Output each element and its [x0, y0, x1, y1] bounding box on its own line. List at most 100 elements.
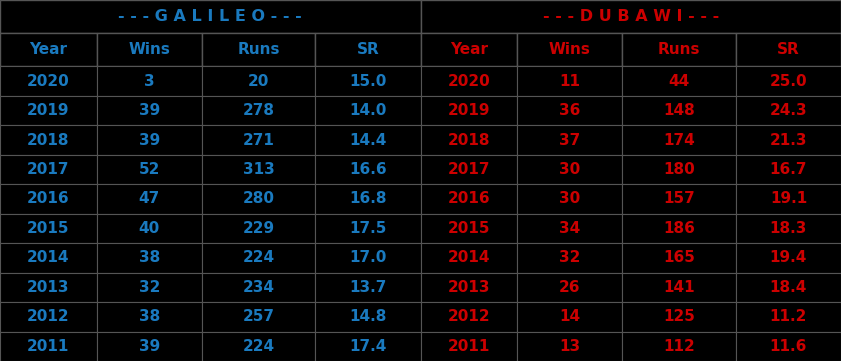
Text: 157: 157 [664, 191, 695, 206]
Bar [315, 33, 420, 66]
Bar [0, 33, 97, 66]
Text: 2015: 2015 [27, 221, 70, 236]
Text: Runs: Runs [237, 42, 280, 57]
Bar [0, 155, 97, 184]
Text: 13.7: 13.7 [349, 280, 387, 295]
Text: 234: 234 [242, 280, 275, 295]
Text: 39: 39 [139, 339, 160, 354]
Text: 18.4: 18.4 [770, 280, 807, 295]
Text: 174: 174 [664, 132, 695, 148]
Text: 2017: 2017 [447, 162, 490, 177]
Bar [97, 125, 202, 155]
Text: SR: SR [777, 42, 800, 57]
Bar [420, 302, 517, 331]
Bar [0, 302, 97, 331]
Bar [202, 96, 315, 125]
Bar [622, 155, 736, 184]
Bar [517, 66, 622, 96]
Text: 2018: 2018 [447, 132, 490, 148]
Text: 16.6: 16.6 [349, 162, 387, 177]
Text: 47: 47 [139, 191, 160, 206]
Bar [97, 331, 202, 361]
Text: - - - D U B A W I - - -: - - - D U B A W I - - - [542, 9, 719, 24]
Text: 2011: 2011 [27, 339, 70, 354]
Text: 16.7: 16.7 [770, 162, 807, 177]
Text: 2015: 2015 [447, 221, 490, 236]
Bar [622, 331, 736, 361]
Text: 2012: 2012 [27, 309, 70, 324]
Bar [315, 125, 420, 155]
Bar [420, 125, 517, 155]
Bar [420, 66, 517, 96]
Bar [97, 214, 202, 243]
Bar [315, 302, 420, 331]
Text: 14.0: 14.0 [349, 103, 387, 118]
Text: 3: 3 [144, 74, 155, 89]
Text: Runs: Runs [658, 42, 701, 57]
Bar [736, 214, 841, 243]
Bar [420, 33, 517, 66]
Bar [202, 302, 315, 331]
Text: 2020: 2020 [27, 74, 70, 89]
Text: 125: 125 [664, 309, 695, 324]
Bar [202, 155, 315, 184]
Text: 2011: 2011 [447, 339, 490, 354]
Bar [202, 273, 315, 302]
Bar [97, 33, 202, 66]
Bar [517, 214, 622, 243]
Text: 15.0: 15.0 [349, 74, 387, 89]
Bar [736, 273, 841, 302]
Text: 40: 40 [139, 221, 160, 236]
Bar [517, 155, 622, 184]
Text: 2014: 2014 [27, 251, 70, 265]
Text: 186: 186 [664, 221, 695, 236]
Text: 11.2: 11.2 [770, 309, 807, 324]
Bar [315, 331, 420, 361]
Bar [0, 66, 97, 96]
Text: 14.8: 14.8 [349, 309, 387, 324]
Bar [202, 33, 315, 66]
Text: 2019: 2019 [27, 103, 70, 118]
Bar [420, 243, 517, 273]
Bar [0, 0, 420, 33]
Bar [517, 184, 622, 214]
Bar [622, 125, 736, 155]
Text: Year: Year [450, 42, 488, 57]
Bar [202, 243, 315, 273]
Text: 13: 13 [559, 339, 580, 354]
Bar [622, 273, 736, 302]
Bar [622, 66, 736, 96]
Bar [420, 331, 517, 361]
Bar [736, 243, 841, 273]
Bar [97, 302, 202, 331]
Bar [420, 214, 517, 243]
Text: 229: 229 [242, 221, 275, 236]
Bar [420, 184, 517, 214]
Text: 30: 30 [559, 162, 580, 177]
Bar [517, 96, 622, 125]
Bar [736, 184, 841, 214]
Text: 39: 39 [139, 103, 160, 118]
Bar [420, 155, 517, 184]
Bar [517, 33, 622, 66]
Bar [202, 66, 315, 96]
Bar [0, 243, 97, 273]
Bar [97, 155, 202, 184]
Text: 38: 38 [139, 309, 160, 324]
Bar [622, 214, 736, 243]
Bar [736, 331, 841, 361]
Bar [736, 155, 841, 184]
Bar [517, 125, 622, 155]
Bar [97, 96, 202, 125]
Text: - - - G A L I L E O - - -: - - - G A L I L E O - - - [119, 9, 302, 24]
Text: 44: 44 [669, 74, 690, 89]
Text: 224: 224 [242, 251, 275, 265]
Text: 16.8: 16.8 [349, 191, 387, 206]
Text: SR: SR [357, 42, 379, 57]
Text: 2017: 2017 [27, 162, 70, 177]
Bar [202, 331, 315, 361]
Text: Wins: Wins [549, 42, 590, 57]
Bar [315, 273, 420, 302]
Text: 37: 37 [559, 132, 580, 148]
Bar [0, 184, 97, 214]
